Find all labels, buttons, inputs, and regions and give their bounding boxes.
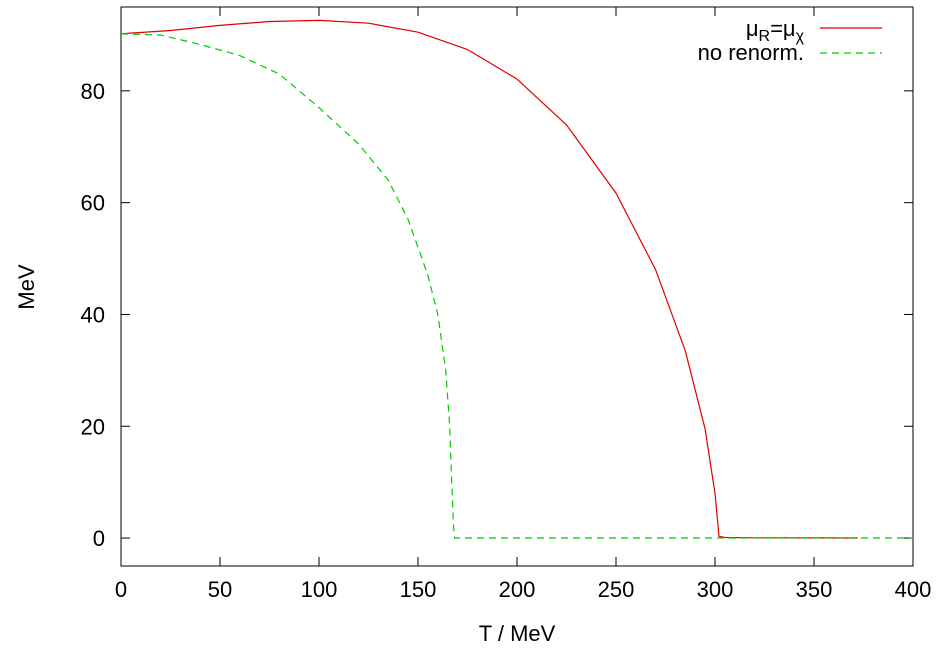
y-axis-title: MeV <box>14 264 39 310</box>
y-tick-label: 60 <box>81 191 105 216</box>
x-tick-label: 100 <box>301 577 338 602</box>
series-line-0 <box>120 19 858 539</box>
x-tick-label: 400 <box>895 577 932 602</box>
series-line-1 <box>120 33 913 539</box>
plot-frame <box>120 6 914 567</box>
x-tick-label: 150 <box>400 577 437 602</box>
y-axis-ticks: 0 20 40 60 80 <box>81 79 913 551</box>
x-axis-ticks: 0 50 100 150 200 250 300 350 400 <box>115 7 931 602</box>
x-tick-label: 350 <box>796 577 833 602</box>
y-tick-label: 40 <box>81 302 105 327</box>
x-tick-label: 50 <box>208 577 232 602</box>
series-layer <box>120 19 913 539</box>
x-tick-label: 250 <box>598 577 635 602</box>
x-axis-title: T / MeV <box>479 621 556 646</box>
y-tick-label: 0 <box>93 526 105 551</box>
y-tick-label: 80 <box>81 79 105 104</box>
x-tick-label: 0 <box>115 577 127 602</box>
legend-label-0: μR=μχ <box>746 16 805 45</box>
y-tick-label: 20 <box>81 414 105 439</box>
legend-label-1: no renorm. <box>698 40 804 65</box>
x-tick-label: 300 <box>697 577 734 602</box>
x-tick-label: 200 <box>499 577 536 602</box>
